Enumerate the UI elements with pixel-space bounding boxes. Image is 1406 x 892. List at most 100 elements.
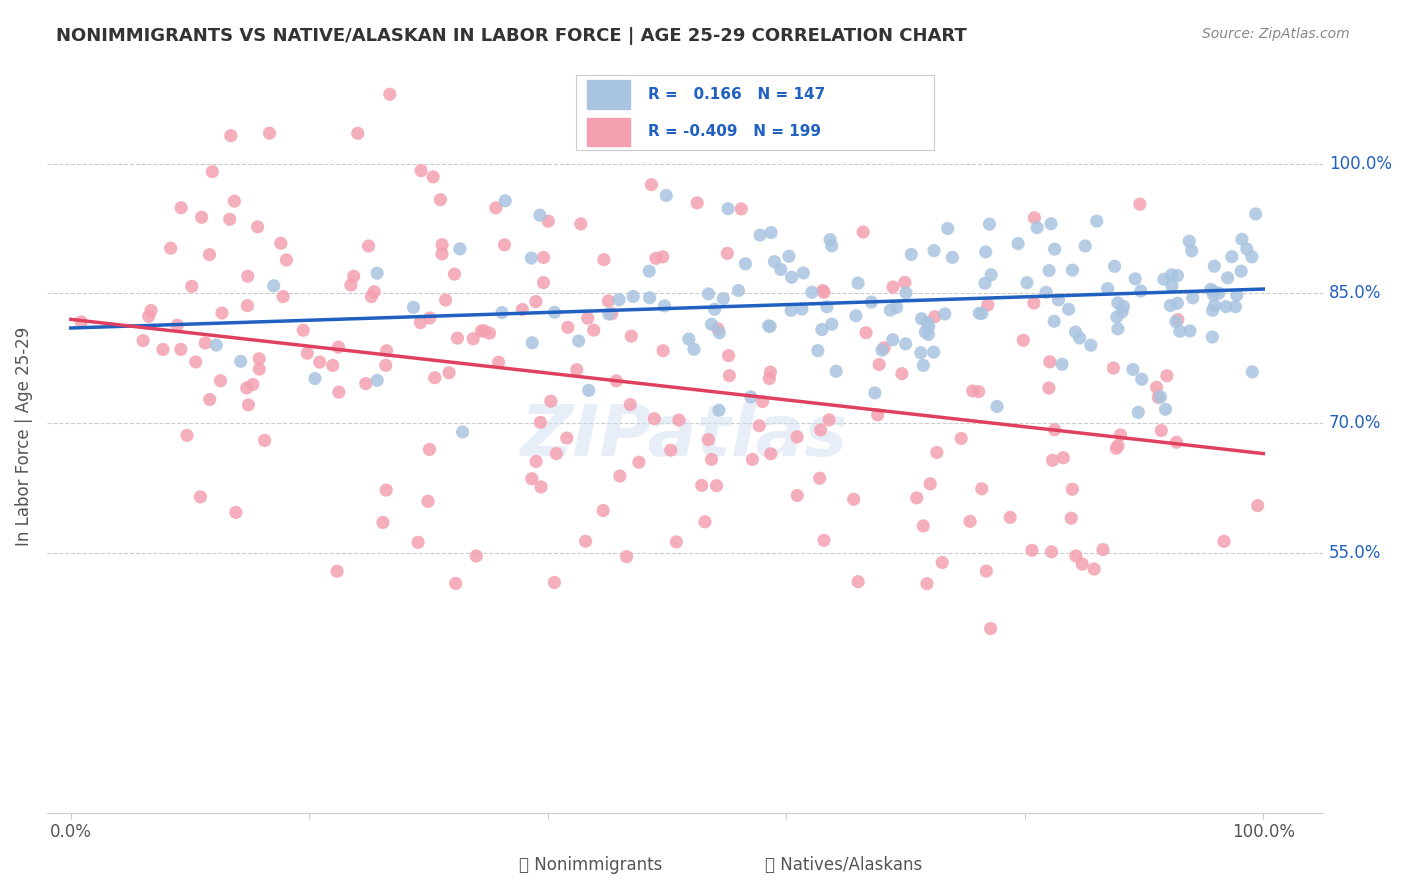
Point <box>1178 234 1201 248</box>
Point <box>1230 232 1253 246</box>
Point <box>974 244 997 259</box>
Point <box>1153 272 1175 286</box>
Point <box>894 276 917 290</box>
Point <box>640 178 662 192</box>
Point <box>1147 391 1170 405</box>
Point <box>1043 242 1066 256</box>
Point <box>1064 325 1087 339</box>
Point <box>201 164 224 178</box>
Point <box>894 285 917 300</box>
Point <box>569 217 592 231</box>
Point <box>620 329 643 343</box>
Point <box>419 311 441 326</box>
Point <box>1052 450 1074 465</box>
Point <box>976 564 998 578</box>
Point <box>423 370 446 384</box>
Point <box>308 355 330 369</box>
Point <box>915 316 938 330</box>
Point <box>360 289 382 303</box>
Text: 70.0%: 70.0% <box>1329 414 1381 433</box>
Point <box>180 279 202 293</box>
Point <box>1146 380 1168 394</box>
Point <box>1104 260 1126 274</box>
Point <box>446 331 468 345</box>
Point <box>430 247 453 261</box>
Point <box>557 320 579 334</box>
Point <box>811 284 834 298</box>
Point <box>941 251 963 265</box>
Point <box>709 326 731 340</box>
Y-axis label: In Labor Force | Age 25-29: In Labor Force | Age 25-29 <box>15 326 32 546</box>
Point <box>1166 435 1188 450</box>
Point <box>1247 499 1270 513</box>
Point <box>422 169 444 184</box>
Point <box>619 398 641 412</box>
Point <box>870 343 893 357</box>
Point <box>343 269 366 284</box>
Point <box>959 514 981 528</box>
Point <box>190 490 212 504</box>
Point <box>1057 302 1080 317</box>
Point <box>546 447 568 461</box>
Text: 55.0%: 55.0% <box>1329 544 1381 562</box>
Point <box>818 233 841 247</box>
Point <box>565 363 588 377</box>
Point <box>470 324 492 338</box>
Point <box>1007 236 1029 251</box>
Point <box>962 384 984 398</box>
Point <box>1080 338 1102 352</box>
Point <box>716 246 738 260</box>
Point <box>1164 315 1187 329</box>
Point <box>1097 282 1119 296</box>
Point <box>900 247 922 261</box>
Point <box>825 364 848 378</box>
Point <box>568 334 591 348</box>
Point <box>1074 239 1097 253</box>
Point <box>418 442 440 457</box>
Point <box>229 354 252 368</box>
Point <box>1071 557 1094 571</box>
Point <box>533 251 555 265</box>
Point <box>1083 562 1105 576</box>
Point <box>1043 314 1066 328</box>
Point <box>366 373 388 387</box>
Point <box>970 482 993 496</box>
Point <box>170 343 193 357</box>
Point <box>846 276 869 290</box>
Point <box>1112 300 1135 314</box>
Point <box>980 622 1002 636</box>
Point <box>727 284 749 298</box>
Point <box>488 355 510 369</box>
Point <box>652 343 675 358</box>
Point <box>1236 242 1258 256</box>
Point <box>690 478 713 492</box>
Point <box>1040 545 1063 559</box>
Point <box>707 322 730 336</box>
Point <box>912 519 935 533</box>
Point <box>510 302 533 317</box>
Point <box>235 381 257 395</box>
Point <box>758 318 780 333</box>
Point <box>1129 197 1152 211</box>
Text: 100.0%: 100.0% <box>1329 154 1392 172</box>
Point <box>979 217 1001 231</box>
Point <box>1160 268 1182 282</box>
Point <box>520 251 543 265</box>
Point <box>159 241 181 255</box>
Point <box>354 376 377 391</box>
Point <box>686 195 709 210</box>
Point <box>807 343 830 358</box>
Text: 85.0%: 85.0% <box>1329 285 1381 302</box>
Point <box>1129 284 1152 298</box>
Point <box>263 278 285 293</box>
Point <box>920 476 942 491</box>
Point <box>1040 217 1063 231</box>
Point <box>478 326 501 340</box>
Point <box>1202 285 1225 299</box>
Point <box>1024 211 1046 225</box>
Point <box>700 318 723 332</box>
Point <box>375 343 398 358</box>
Point <box>170 201 193 215</box>
Point <box>734 257 756 271</box>
Point <box>863 385 886 400</box>
